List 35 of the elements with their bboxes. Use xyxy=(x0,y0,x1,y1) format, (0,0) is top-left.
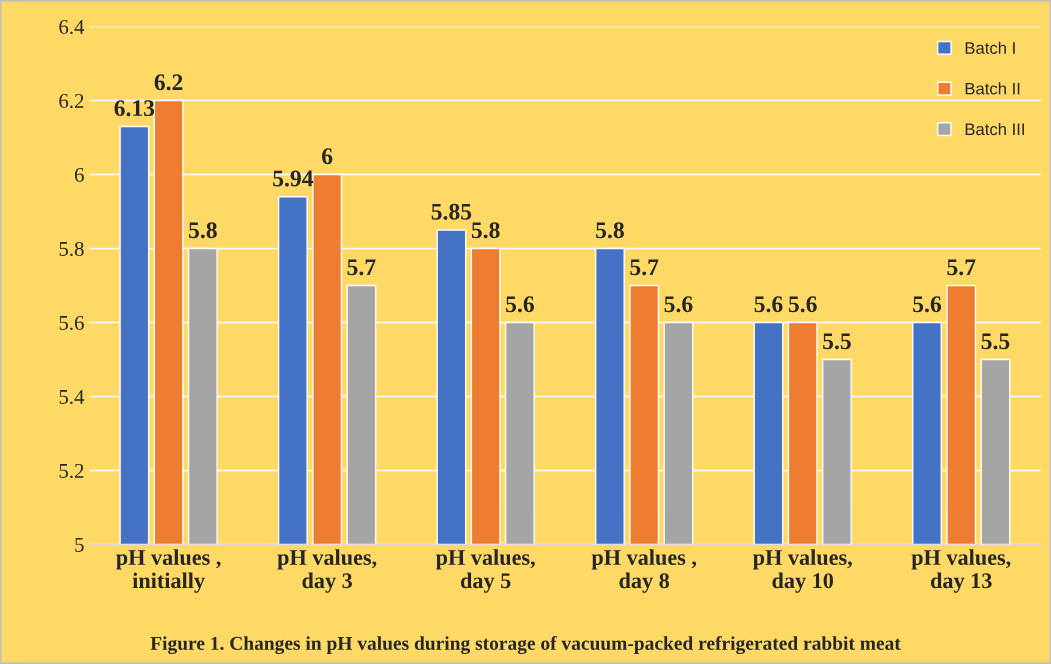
data-label: 5.8 xyxy=(596,222,624,239)
data-label: 5.7 xyxy=(947,259,976,276)
y-tick-label: 5.4 xyxy=(59,390,85,405)
y-tick-label: 5 xyxy=(75,538,84,552)
y-tick-label: 5.2 xyxy=(59,463,84,479)
x-tick-label: pH values , initially xyxy=(116,549,221,593)
data-label: 5.5 xyxy=(981,333,1010,350)
legend-label: Batch I xyxy=(965,41,1015,54)
text: Figure 1. Changes in pH values during storage of vacuum-packed refrigerated rabbit meat xyxy=(150,636,901,655)
y-tick-label: 5.8 xyxy=(59,241,84,257)
data-label: 5.8 xyxy=(189,222,217,239)
data-label: 6.13 xyxy=(114,100,155,117)
data-label: 6.2 xyxy=(154,74,183,91)
x-tick-label: pH values, day 5 xyxy=(435,549,535,593)
legend-label: Batch III xyxy=(965,122,1024,136)
legend-label: Batch II xyxy=(965,82,1020,95)
data-label: 5.7 xyxy=(347,259,376,276)
data-label: 5.7 xyxy=(630,259,659,276)
data-label: 5.6 xyxy=(754,296,783,313)
data-label: 5.6 xyxy=(788,296,817,313)
data-label: 5.6 xyxy=(913,296,942,313)
data-label: 6 xyxy=(322,148,333,165)
data-label: 5.8 xyxy=(471,222,500,239)
x-tick-label: pH values , day 8 xyxy=(591,549,697,593)
x-tick-label: pH values, day 3 xyxy=(277,549,377,593)
data-label: 5.6 xyxy=(664,296,693,313)
y-tick-label: 5.6 xyxy=(59,315,84,331)
y-tick-label: 6.2 xyxy=(59,93,84,109)
x-tick-label: pH values, day 10 xyxy=(752,549,852,593)
y-tick-label: 6.4 xyxy=(59,19,85,35)
x-tick-label: pH values, day 13 xyxy=(911,549,1011,593)
y-tick-label: 6 xyxy=(74,167,84,182)
data-label: 5.85 xyxy=(431,203,472,220)
data-label: 5.5 xyxy=(823,333,851,350)
data-label: 5.6 xyxy=(506,296,534,313)
